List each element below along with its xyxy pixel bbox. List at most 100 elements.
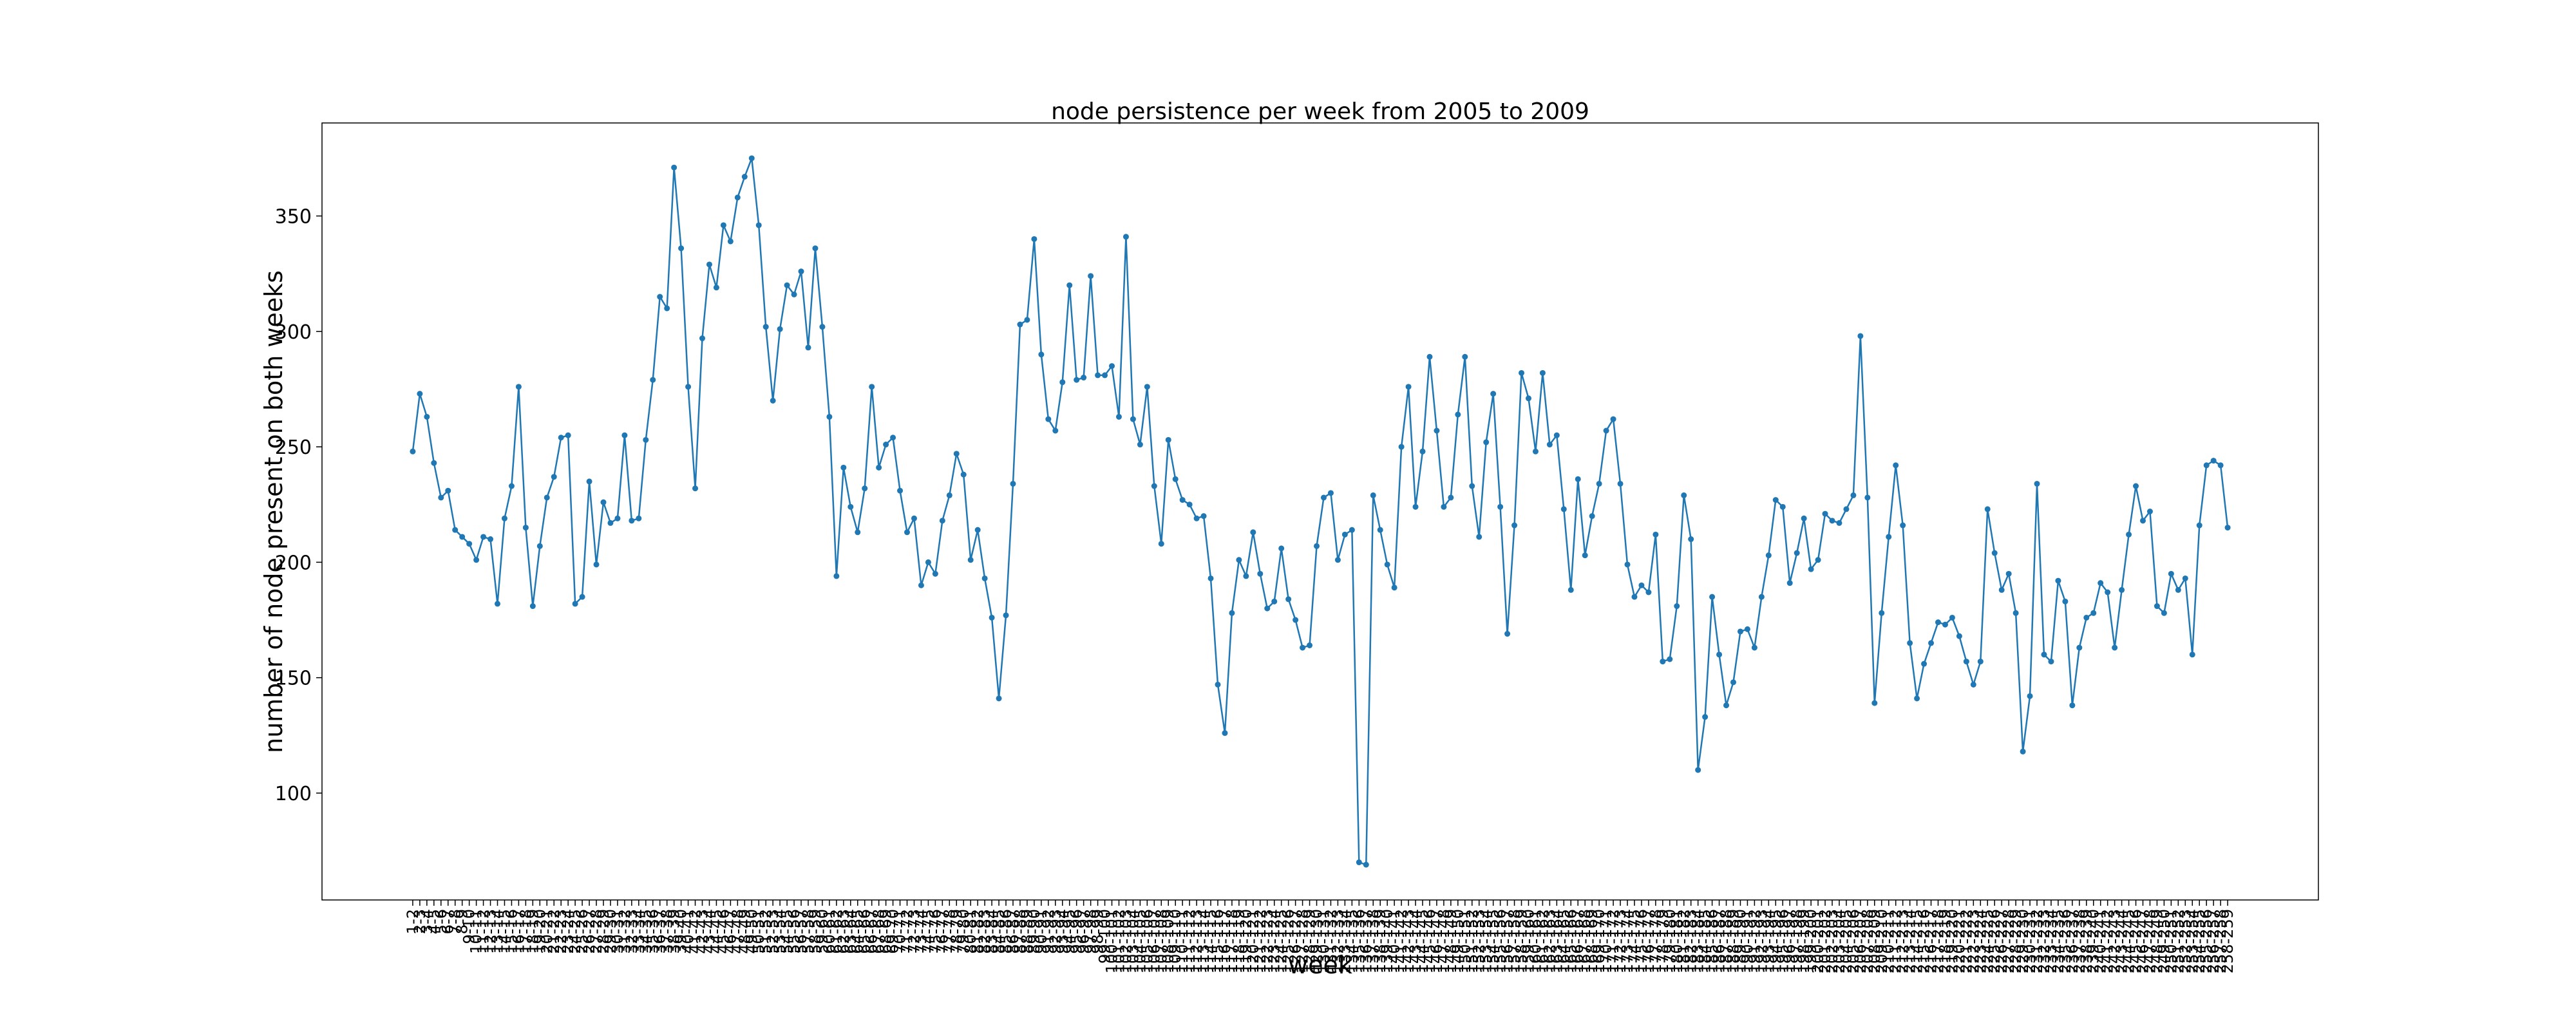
x-tick-label: 233-234	[2042, 909, 2060, 973]
data-point	[466, 541, 473, 547]
data-point	[2203, 462, 2210, 469]
x-tick-label: 246-247	[2134, 909, 2152, 973]
data-point	[897, 487, 904, 494]
y-tick-label: 150	[275, 668, 312, 690]
x-tick-label: 89-90	[1025, 909, 1043, 954]
data-point	[1702, 714, 1709, 720]
x-tick-label: 135-136	[1350, 909, 1368, 973]
data-point	[1758, 594, 1765, 600]
data-point	[960, 471, 967, 478]
x-tick-label: 103-104	[1124, 909, 1142, 973]
x-tick-label: 21-22	[545, 909, 563, 954]
x-tick-label: 120-121	[1244, 909, 1262, 973]
data-point	[1215, 681, 1221, 688]
data-point	[1794, 550, 1800, 556]
x-tick-label: 137-138	[1364, 909, 1382, 973]
data-point	[798, 268, 804, 275]
x-axis-label: week	[1288, 951, 1352, 979]
x-tick-label: 254-255	[2190, 909, 2208, 973]
data-point	[1151, 483, 1157, 489]
data-point	[1667, 656, 1673, 662]
x-tick-label: 79-80	[954, 909, 972, 954]
x-tick-label: 104-105	[1131, 909, 1149, 973]
x-tick-label: 8-9	[453, 909, 471, 934]
data-point	[1059, 379, 1066, 386]
data-point	[1695, 767, 1701, 773]
x-tick-label: 41-42	[687, 909, 705, 954]
data-point	[855, 529, 861, 536]
x-tick-label: 2-3	[411, 909, 429, 934]
data-point	[1074, 377, 1080, 383]
data-point	[1490, 391, 1497, 397]
data-point	[678, 245, 685, 252]
x-tick-label: 35-36	[644, 909, 662, 954]
x-tick-label: 179-180	[1661, 909, 1679, 973]
x-tick-label: 92-93	[1046, 909, 1065, 954]
data-point	[1356, 859, 1362, 866]
x-tick-label: 176-177	[1640, 909, 1658, 973]
data-point	[1815, 557, 1821, 563]
data-point	[1942, 621, 1948, 628]
data-point	[1893, 462, 1899, 469]
x-tick-label: 224-225	[1978, 909, 1996, 973]
x-tick-label: 169-170	[1590, 909, 1608, 973]
data-point	[1264, 605, 1271, 612]
x-tick-label: 213-214	[1901, 909, 1919, 973]
x-tick-label: 203-204	[1830, 909, 1848, 973]
data-point	[1300, 644, 1306, 651]
x-tick-label: 57-58	[799, 909, 817, 954]
x-tick-label: 75-76	[926, 909, 944, 954]
data-point	[650, 377, 656, 383]
data-point	[586, 478, 592, 485]
data-point	[2041, 651, 2047, 658]
data-point	[1546, 442, 1553, 448]
data-point	[1017, 321, 1023, 328]
data-point	[1115, 413, 1122, 420]
x-tick-label: 247-248	[2141, 909, 2159, 973]
data-point	[1560, 506, 1567, 512]
x-tick-label: 88-89	[1018, 909, 1036, 954]
x-tick-label: 129-130	[1308, 909, 1326, 973]
x-tick-label: 16-17	[509, 909, 527, 954]
data-point	[488, 536, 494, 543]
x-tick-label: 219-220	[1943, 909, 1961, 973]
data-point	[424, 413, 430, 420]
data-point	[1610, 416, 1616, 422]
data-point	[2168, 570, 2174, 577]
x-tick-label: 172-173	[1611, 909, 1629, 973]
data-point	[2012, 610, 2019, 616]
x-tick-label: 49-50	[743, 909, 761, 954]
data-point	[1638, 582, 1645, 588]
x-tick-label: 162-163	[1540, 909, 1558, 973]
x-tick-label: 118-119	[1230, 909, 1248, 973]
data-point	[2196, 522, 2202, 529]
data-point	[1645, 589, 1652, 595]
x-tick-label: 15-16	[502, 909, 520, 954]
x-tick-label: 199-200	[1802, 909, 1820, 973]
x-tick-label: 159-160	[1519, 909, 1537, 973]
x-tick-label: 19-20	[531, 909, 549, 954]
data-point	[713, 285, 719, 291]
x-tick-label: 256-257	[2204, 909, 2222, 973]
x-tick-label: 207-208	[1859, 909, 1877, 973]
data-point	[1370, 492, 1376, 498]
data-point	[826, 413, 833, 420]
x-tick-label: 37-38	[658, 909, 676, 954]
data-point	[1631, 594, 1638, 600]
data-point	[629, 518, 635, 524]
x-tick-label: 22-23	[552, 909, 570, 954]
x-tick-label: 24-25	[566, 909, 584, 954]
data-point	[1511, 522, 1518, 529]
x-tick-label: 6-7	[439, 909, 457, 934]
x-tick-label: 185-186	[1703, 909, 1721, 973]
x-tick-label: 188-189	[1724, 909, 1742, 973]
data-point	[1412, 503, 1419, 510]
data-point	[2217, 462, 2224, 469]
data-point	[890, 435, 896, 441]
x-tick-label: 69-70	[884, 909, 902, 954]
data-point	[1553, 432, 1560, 438]
x-tick-label: 85-86	[997, 909, 1015, 954]
data-point	[671, 164, 677, 171]
data-point	[869, 384, 875, 390]
